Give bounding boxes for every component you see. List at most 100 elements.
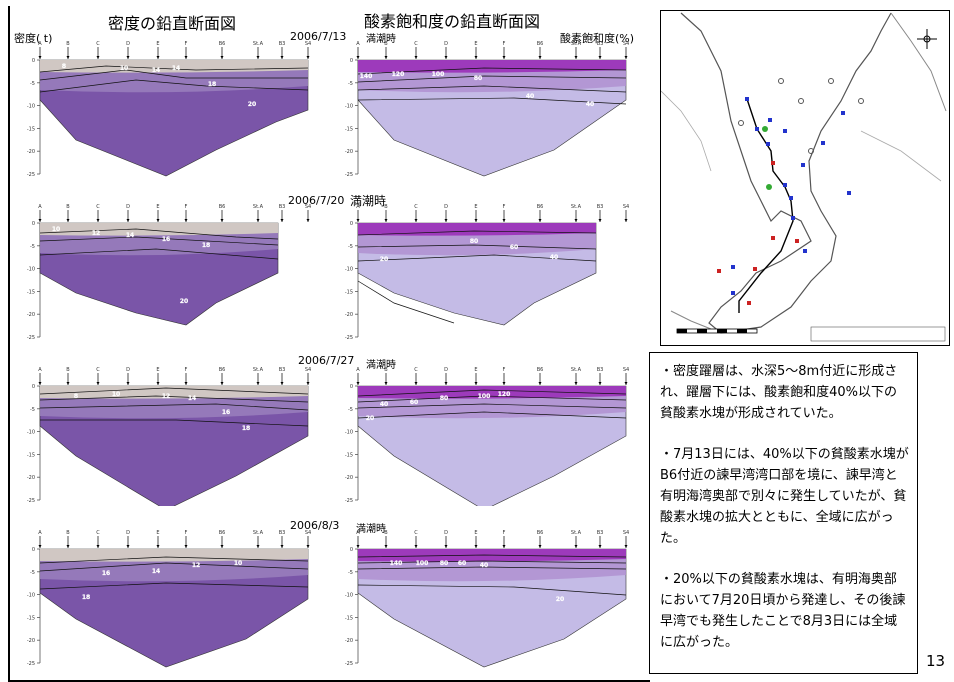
depth-tick-label: -10 <box>27 430 35 436</box>
contour-line <box>357 584 627 596</box>
contour-value-label: 20 <box>380 256 388 263</box>
depth-tick-label: -5 <box>30 244 35 250</box>
depth-tick-label: -10 <box>27 104 35 110</box>
depth-tick-label: -25 <box>27 335 35 341</box>
contour-value-label: 10 <box>112 391 120 398</box>
station-label: St.A <box>571 367 582 373</box>
station-label: B6 <box>537 41 544 47</box>
tide-label-3: 満潮時 <box>366 360 396 371</box>
station-label: B <box>66 530 70 536</box>
station-label: St.A <box>571 41 582 47</box>
station-label: F <box>185 367 188 373</box>
contour-line <box>39 228 279 240</box>
contour-value-label: 40 <box>380 401 388 408</box>
contour-value-label: 20 <box>366 415 374 422</box>
station-label: A <box>38 367 42 373</box>
station-label: St.A <box>571 530 582 536</box>
station-label: B <box>66 41 70 47</box>
contour-line <box>40 419 309 427</box>
station-label: E <box>474 530 477 536</box>
contour-value-label: 8 <box>74 393 78 400</box>
density-top-layer <box>40 549 308 562</box>
contour-line <box>39 556 309 564</box>
contour-line <box>39 79 309 93</box>
station-label: D <box>444 204 448 210</box>
summary-text-1: ・密度躍層は、水深5～8m付近に形成され、躍層下には、酸素飽和度40%以下の貧酸… <box>660 364 898 421</box>
station-label: F <box>503 530 506 536</box>
contour-value-label: 18 <box>242 425 250 432</box>
contour-value-label: 120 <box>392 71 405 78</box>
contour-value-label: 14 <box>172 65 180 72</box>
contour-value-label: 20 <box>556 596 564 603</box>
station-label: E <box>474 204 477 210</box>
contour-value-label: 120 <box>498 391 511 398</box>
depth-tick-label: -5 <box>30 570 35 576</box>
contour-value-label: 8 <box>62 63 66 70</box>
contour-value-label: 80 <box>470 238 478 245</box>
station-label: B <box>384 41 388 47</box>
station-label: St.A <box>571 204 582 210</box>
depth-tick-label: -25 <box>345 661 353 667</box>
station-label: B3 <box>597 41 604 47</box>
oxygen-top-layer <box>358 60 626 73</box>
depth-tick-label: -15 <box>345 452 353 458</box>
station-label: C <box>414 367 418 373</box>
station-label: C <box>414 530 418 536</box>
station-label: B3 <box>279 530 286 536</box>
station-label: D <box>444 530 448 536</box>
contour-value-label: 40 <box>526 93 534 100</box>
station-label: S4 <box>623 204 629 210</box>
station-dots <box>717 78 864 305</box>
contour-line <box>357 560 627 564</box>
left-frame-line <box>8 6 10 682</box>
contour-line <box>39 403 309 411</box>
station-label: E <box>156 204 159 210</box>
contour-line <box>357 230 597 236</box>
station-label: A <box>38 530 42 536</box>
station-label: D <box>126 367 130 373</box>
contour-value-label: 40 <box>550 254 558 261</box>
station-label: D <box>126 204 130 210</box>
station-label: C <box>414 41 418 47</box>
contour-value-label: 10 <box>234 560 242 567</box>
tide-label-1: 満潮時 <box>366 34 396 45</box>
contour-line <box>357 67 627 75</box>
contour-value-label: 80 <box>440 395 448 402</box>
contour-value-label: 16 <box>222 409 230 416</box>
contour-value-label: 60 <box>510 244 518 251</box>
contour-line <box>357 411 627 419</box>
station-label: B6 <box>537 367 544 373</box>
oxygen-section-3: 0 -5 -10 -15 -20 -25 A B C D E F B6 St.A B3 S4 140 100 80 6… <box>334 529 632 669</box>
station-label: B6 <box>219 530 226 536</box>
oxygen-section-0: 0 -5 -10 -15 -20 -25 A B C D E F B6 St.A B3 S4 140 120 100… <box>334 40 632 180</box>
station-label: E <box>474 367 477 373</box>
contour-value-label: 100 <box>416 560 429 567</box>
contour-value-label: 40 <box>586 101 594 108</box>
density-section-1: 0 -5 -10 -15 -20 -25 A B C D E F B6 St.A B3 S4 10 12 14 16 1… <box>16 203 314 343</box>
contour-value-label: 18 <box>82 594 90 601</box>
oxygen-axis-label: 酸素飽和度(%) <box>560 32 635 45</box>
station-label: B3 <box>597 367 604 373</box>
depth-tick-label: -10 <box>345 593 353 599</box>
depth-tick-label: -10 <box>345 104 353 110</box>
depth-tick-label: -5 <box>348 407 353 413</box>
contour-value-label: 14 <box>126 232 134 239</box>
station-label: B <box>66 204 70 210</box>
contour-line <box>39 582 309 590</box>
summary-text-2: ・7月13日には、40%以下の貧酸素水塊がB6付近の諫早湾湾口部を境に、諫早湾と… <box>660 447 909 546</box>
station-label: S4 <box>305 204 311 210</box>
depth-tick-label: -5 <box>348 81 353 87</box>
station-label: S4 <box>305 367 311 373</box>
depth-tick-label: -25 <box>27 172 35 178</box>
depth-tick-label: -15 <box>27 615 35 621</box>
density-top-layer <box>40 223 278 236</box>
date-label-2: 2006/7/20 <box>288 194 345 207</box>
station-label: B3 <box>279 367 286 373</box>
density-section-3: 0 -5 -10 -15 -20 -25 A B C D E F B6 St.A B3 S4 16 14 12 10 1… <box>16 529 314 669</box>
contour-line <box>39 69 308 81</box>
depth-tick-label: -20 <box>27 312 35 318</box>
station-label: St.A <box>253 530 264 536</box>
station-label: E <box>156 367 159 373</box>
depth-tick-label: -20 <box>27 638 35 644</box>
depth-tick-label: -15 <box>27 126 35 132</box>
